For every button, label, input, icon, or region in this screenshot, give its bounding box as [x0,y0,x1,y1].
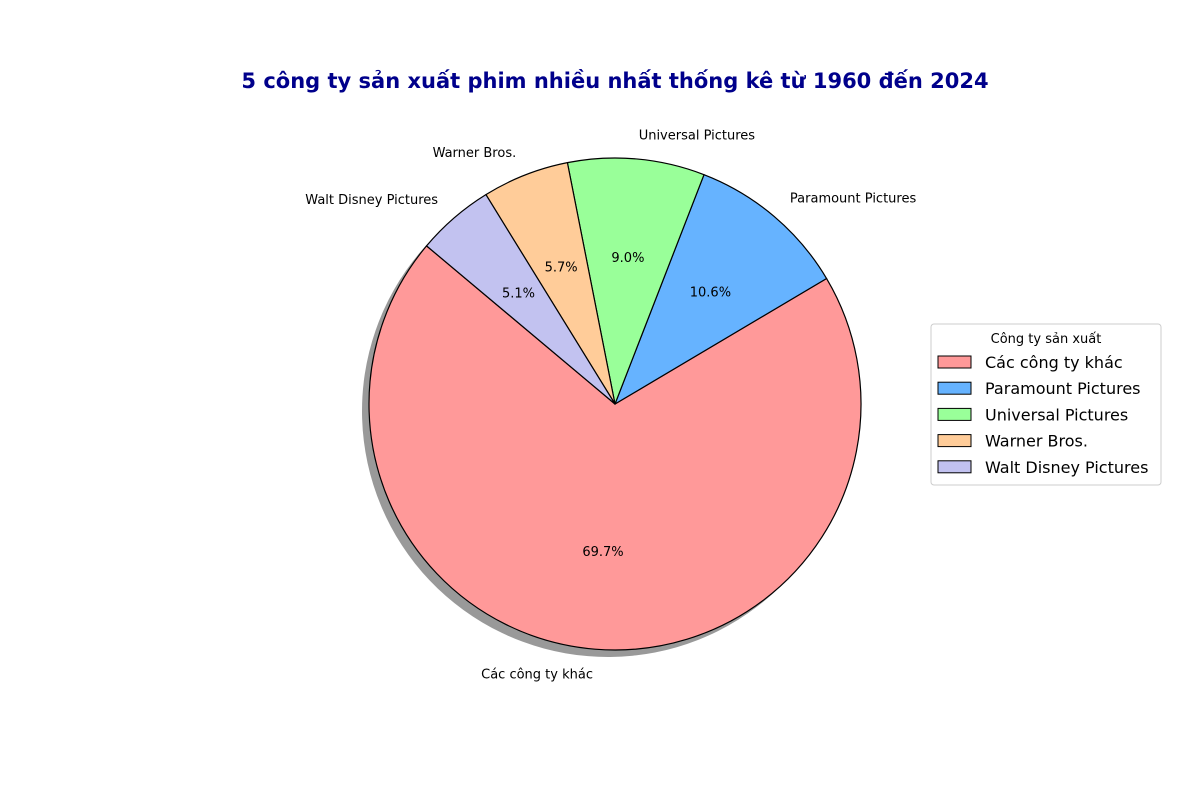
legend-entry-label: Paramount Pictures [985,379,1141,398]
slice-label: Paramount Pictures [790,192,917,207]
slice-label: Universal Pictures [639,128,756,143]
legend-swatch [937,434,972,448]
slice-label: Các công ty khác [481,668,593,683]
slice-percent-label: 5.7% [545,261,578,276]
slice-percent-label: 5.1% [502,286,535,301]
slice-label: Warner Bros. [433,146,517,161]
legend-entry-label: Các công ty khác [985,353,1123,372]
legend-entry-label: Warner Bros. [985,432,1088,451]
legend-swatch [937,381,972,395]
pie-slice [425,194,616,405]
legend-swatch [937,355,972,369]
legend-entry-label: Universal Pictures [985,405,1128,424]
pie-slice [566,157,705,405]
legend-frame [930,323,1162,486]
chart-title: 5 công ty sản xuất phim nhiều nhất thống… [241,69,988,93]
legend-entry-label: Walt Disney Pictures [985,458,1148,477]
slice-percent-label: 69.7% [582,545,623,560]
pie-slice [368,245,862,651]
legend: Công ty sản xuất Các công ty khác Paramoun… [930,323,1162,486]
slice-label: Walt Disney Pictures [305,193,438,208]
slice-percent-label: 9.0% [611,251,644,266]
pie-group: Các công ty khác 69.7% Paramount Pictures 1… [305,128,916,682]
legend-title: Công ty sản xuất [991,332,1102,347]
legend-swatch [937,407,972,421]
legend-swatch [937,460,972,474]
slice-percent-label: 10.6% [690,285,731,300]
pie-slice [614,174,828,405]
